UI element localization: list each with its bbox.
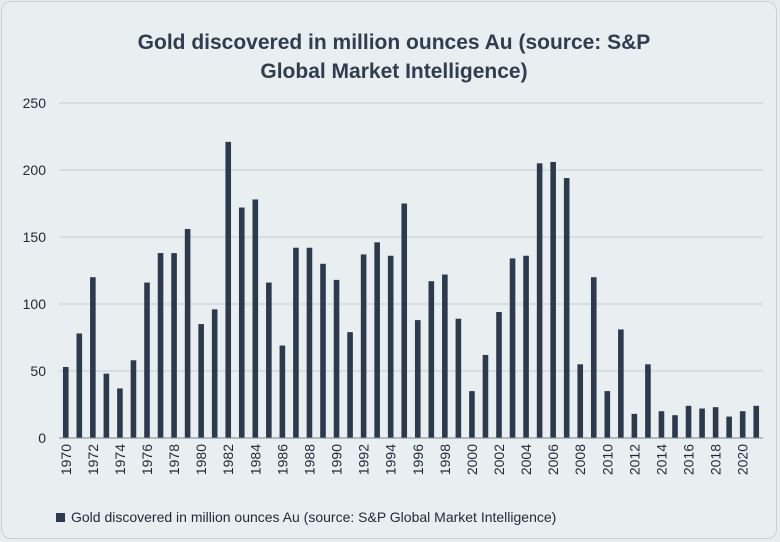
- x-tick-label-2012: 2012: [626, 444, 642, 475]
- bar-1984: [252, 199, 259, 438]
- bar-1985: [266, 282, 272, 438]
- y-tick-label-150: 150: [23, 229, 47, 245]
- x-tick-label-1996: 1996: [410, 444, 426, 475]
- bar-1975: [130, 360, 137, 438]
- bar-2014: [658, 411, 665, 438]
- x-tick-label-1994: 1994: [383, 444, 399, 475]
- y-tick-label-200: 200: [23, 162, 47, 178]
- bar-series: [62, 141, 760, 439]
- bar-1971: [76, 333, 83, 438]
- x-tick-label-2004: 2004: [518, 444, 534, 475]
- bar-1979: [184, 228, 191, 438]
- y-tick-label-100: 100: [23, 296, 47, 312]
- bar-1977: [157, 253, 164, 438]
- bar-2008: [577, 364, 584, 438]
- bar-1974: [117, 388, 123, 438]
- y-axis: 0 50 100 150 200 250: [23, 95, 47, 446]
- bar-2000: [469, 391, 475, 438]
- bar-2003: [509, 258, 516, 438]
- y-tick-label-0: 0: [38, 430, 46, 446]
- bar-2015: [672, 415, 678, 438]
- x-tick-label-2008: 2008: [572, 444, 588, 475]
- x-tick-label-1980: 1980: [193, 444, 209, 475]
- bar-2010: [604, 391, 611, 438]
- x-tick-label-1972: 1972: [85, 444, 101, 475]
- bar-1998: [442, 274, 448, 438]
- x-tick-label-2002: 2002: [491, 444, 507, 475]
- bar-2017: [699, 408, 705, 438]
- bar-1981: [211, 309, 218, 438]
- x-tick-label-2020: 2020: [735, 444, 751, 475]
- legend-swatch: [56, 513, 65, 522]
- bar-1992: [360, 254, 367, 438]
- x-tick-label-2006: 2006: [545, 444, 561, 475]
- x-tick-label-1986: 1986: [274, 444, 290, 475]
- x-tick-label-1988: 1988: [301, 444, 317, 475]
- bar-2019: [726, 416, 732, 438]
- legend: Gold discovered in million ounces Au (so…: [56, 509, 556, 525]
- bar-1976: [144, 282, 150, 438]
- bar-1999: [455, 318, 462, 438]
- bar-2004: [523, 255, 529, 438]
- bar-2009: [590, 277, 597, 438]
- y-tick-label-250: 250: [23, 95, 47, 111]
- x-tick-label-2018: 2018: [708, 444, 724, 475]
- bar-1993: [374, 242, 380, 438]
- bar-2012: [631, 413, 638, 438]
- bar-1983: [238, 207, 245, 438]
- bar-1988: [306, 247, 313, 438]
- bar-1991: [347, 332, 353, 438]
- bar-1997: [428, 281, 435, 438]
- bar-1989: [320, 263, 326, 438]
- bar-1986: [279, 345, 286, 438]
- bar-1996: [414, 320, 421, 438]
- bar-1982: [225, 141, 232, 439]
- y-tick-label-50: 50: [30, 363, 46, 379]
- bar-1987: [293, 247, 299, 438]
- x-axis: 1970 1972 1974 1976 1978 1980 1982 1984 1986 1988…: [58, 437, 763, 475]
- x-tick-label-2000: 2000: [464, 444, 480, 475]
- x-tick-label-1998: 1998: [437, 444, 453, 475]
- bar-1994: [387, 255, 394, 438]
- x-tick-label-1992: 1992: [356, 444, 372, 475]
- bar-2016: [685, 405, 692, 438]
- bar-2020: [739, 411, 746, 438]
- bar-2021: [753, 405, 760, 438]
- bar-2005: [536, 163, 543, 439]
- x-tick-label-1970: 1970: [58, 444, 74, 475]
- x-tick-label-1974: 1974: [112, 444, 128, 475]
- bar-2002: [496, 312, 502, 438]
- chart-title-line-1: Gold discovered in million ounces Au (so…: [138, 31, 651, 54]
- bar-1980: [198, 324, 204, 438]
- legend-label: Gold discovered in million ounces Au (so…: [71, 509, 556, 525]
- bar-1990: [333, 279, 340, 438]
- x-tick-label-2010: 2010: [599, 444, 615, 475]
- x-tick-label-1990: 1990: [329, 444, 345, 475]
- bar-2011: [618, 329, 624, 438]
- bar-1973: [103, 373, 110, 438]
- bar-1972: [90, 277, 96, 438]
- bar-1978: [171, 253, 177, 438]
- x-tick-label-1984: 1984: [247, 444, 263, 475]
- chart-title-line-2: Global Market Intelligence): [260, 60, 527, 83]
- bar-1995: [401, 203, 408, 438]
- bar-2007: [563, 178, 570, 439]
- x-tick-label-1982: 1982: [220, 444, 236, 475]
- bar-2001: [482, 354, 489, 438]
- x-tick-label-2016: 2016: [681, 444, 697, 475]
- bar-2006: [550, 161, 556, 438]
- x-tick-label-1978: 1978: [166, 444, 182, 475]
- bar-2013: [645, 364, 651, 438]
- x-tick-label-2014: 2014: [653, 444, 669, 475]
- bar-2018: [712, 407, 719, 438]
- gridlines: [59, 102, 763, 372]
- x-tick-label-1976: 1976: [139, 444, 155, 475]
- bar-1970: [62, 366, 69, 438]
